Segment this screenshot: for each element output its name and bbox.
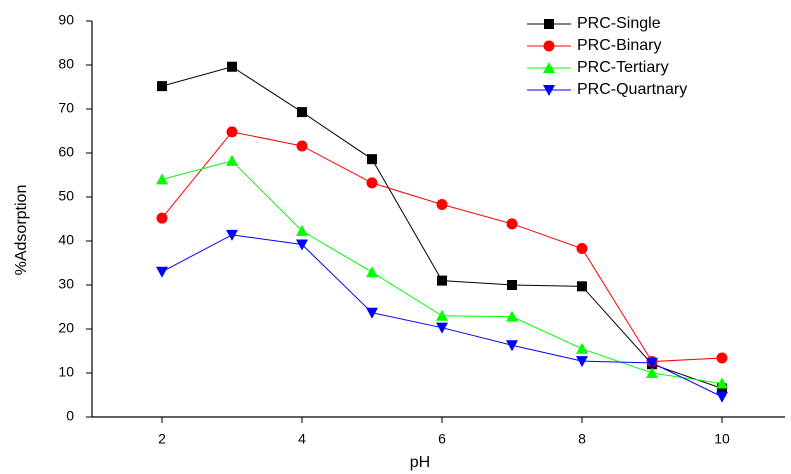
legend-marker bbox=[544, 19, 554, 29]
y-tick-label: 80 bbox=[58, 56, 74, 72]
y-tick-label: 20 bbox=[58, 320, 74, 336]
y-tick-label: 10 bbox=[58, 364, 74, 380]
y-tick-label: 0 bbox=[66, 408, 74, 424]
series-line bbox=[161, 66, 723, 389]
y-tick-label: 60 bbox=[58, 144, 74, 160]
x-axis-label: pH bbox=[410, 454, 430, 471]
marker bbox=[226, 229, 238, 241]
marker bbox=[156, 266, 168, 278]
marker bbox=[716, 377, 728, 389]
marker bbox=[716, 391, 728, 403]
marker bbox=[366, 177, 378, 189]
marker bbox=[297, 107, 307, 118]
legend-marker bbox=[543, 85, 555, 96]
legend-label: PRC-Tertiary bbox=[577, 59, 669, 76]
marker bbox=[436, 198, 448, 210]
marker bbox=[227, 61, 237, 72]
marker bbox=[506, 340, 518, 352]
y-tick-label: 90 bbox=[58, 12, 74, 28]
legend-label: PRC-Single bbox=[577, 15, 661, 32]
marker bbox=[226, 154, 238, 166]
marker bbox=[226, 126, 238, 138]
marker bbox=[296, 239, 308, 251]
x-tick-label: 2 bbox=[158, 431, 166, 447]
marker bbox=[436, 309, 448, 321]
marker bbox=[366, 307, 378, 319]
marker bbox=[296, 140, 308, 152]
marker bbox=[577, 281, 587, 292]
marker bbox=[157, 81, 167, 92]
marker bbox=[366, 266, 378, 278]
marker bbox=[367, 154, 377, 165]
y-axis-label: %Adsorption bbox=[13, 185, 30, 276]
x-tick-label: 8 bbox=[578, 431, 586, 447]
legend-label: PRC-Binary bbox=[577, 37, 661, 54]
marker bbox=[646, 367, 658, 378]
marker bbox=[576, 342, 588, 354]
legend-marker bbox=[543, 62, 555, 73]
y-tick-label: 50 bbox=[58, 188, 74, 204]
marker bbox=[507, 280, 517, 290]
marker bbox=[506, 218, 518, 230]
legend-label: PRC-Quartnary bbox=[577, 81, 687, 98]
marker bbox=[436, 322, 448, 334]
marker bbox=[506, 310, 518, 322]
legend-marker bbox=[543, 40, 555, 52]
marker bbox=[646, 357, 658, 369]
marker bbox=[156, 212, 168, 224]
marker bbox=[716, 352, 728, 364]
marker bbox=[296, 224, 308, 236]
y-tick-label: 70 bbox=[58, 100, 74, 116]
x-tick-label: 6 bbox=[438, 431, 446, 447]
marker bbox=[576, 356, 588, 368]
x-tick-label: 4 bbox=[298, 431, 306, 447]
marker bbox=[156, 173, 168, 185]
marker bbox=[576, 242, 588, 254]
marker bbox=[437, 275, 447, 286]
x-tick-label: 10 bbox=[714, 431, 730, 447]
y-tick-label: 40 bbox=[58, 232, 74, 248]
y-tick-label: 30 bbox=[58, 276, 74, 292]
series-line bbox=[161, 160, 723, 385]
